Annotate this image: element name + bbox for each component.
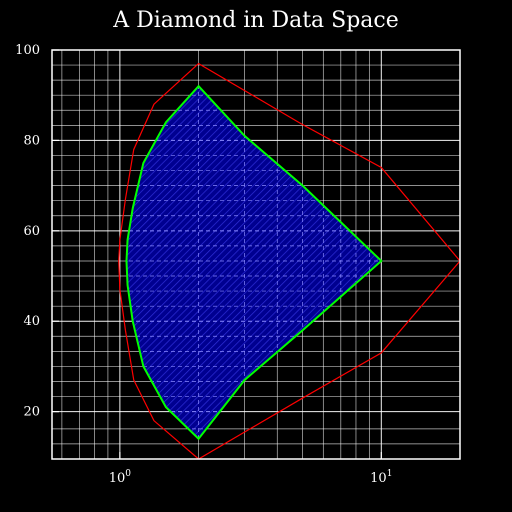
y-tick-label: 60 [23, 224, 40, 239]
x-tick-label: 100 [109, 469, 132, 486]
y-tick-label: 40 [23, 314, 40, 329]
inner-diamond-line [125, 84, 383, 441]
x-tick-base: 10 [370, 471, 387, 486]
outer-diamond-line [118, 62, 461, 460]
y-tick-label: 20 [23, 405, 40, 420]
y-tick-label: 80 [23, 133, 40, 148]
x-tick-base: 10 [109, 471, 126, 486]
plot-frame [51, 49, 461, 460]
x-tick-exponent: 1 [387, 469, 393, 479]
chart-title: A Diamond in Data Space [112, 8, 399, 33]
x-tick-label: 101 [370, 469, 392, 486]
y-tick-label: 100 [15, 43, 40, 58]
inner-diamond-fill [126, 86, 382, 439]
x-tick-exponent: 0 [125, 469, 131, 479]
